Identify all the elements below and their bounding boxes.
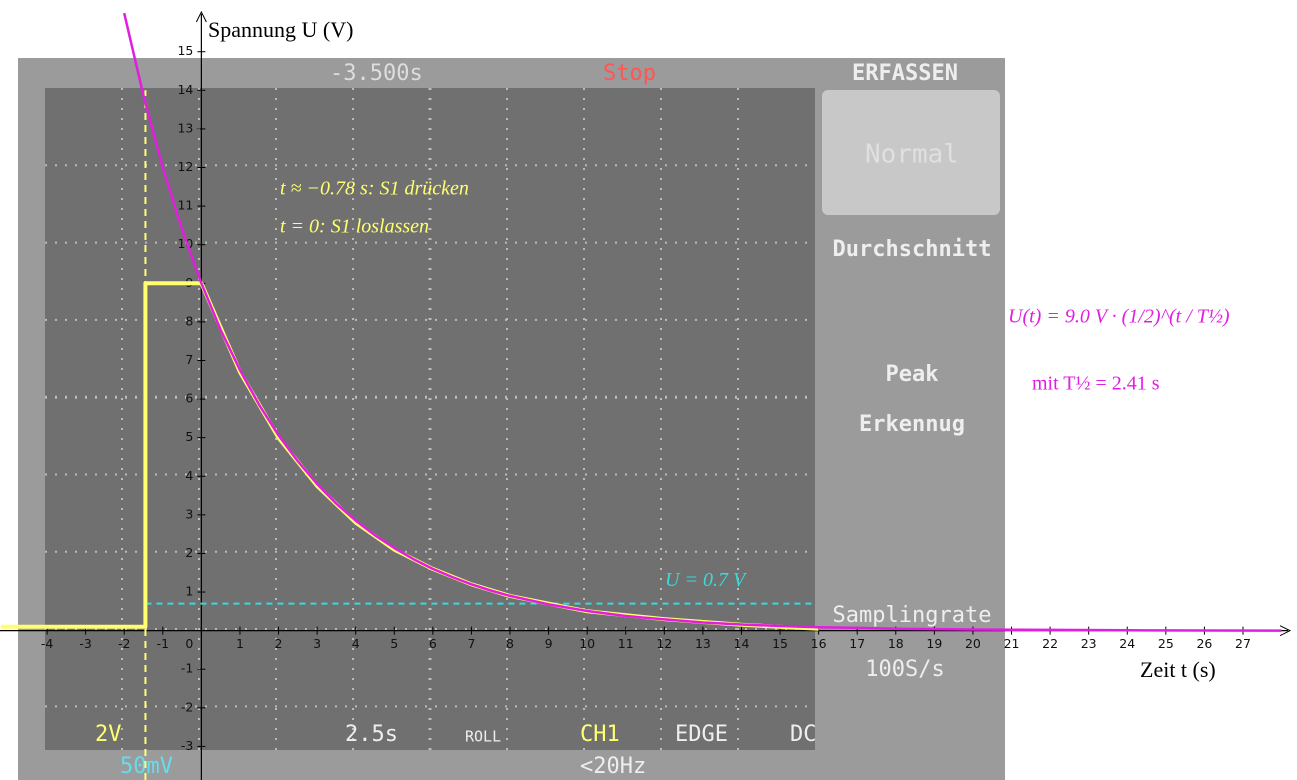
formula: U(t) = 9.0 V · (1/2)^(t / T½) — [1008, 306, 1230, 328]
x-tick-label: 16 — [811, 636, 827, 651]
scope-mode: ROLL — [465, 728, 501, 746]
x-tick-label: -2 — [118, 636, 130, 651]
x-tick-label: 11 — [618, 636, 634, 651]
x-tick-label: 27 — [1235, 636, 1251, 651]
y-tick-label: 12 — [177, 159, 193, 174]
x-tick-label: 26 — [1196, 636, 1212, 651]
x-tick-label: -1 — [157, 636, 169, 651]
menu-item: Durchschnitt — [833, 237, 992, 262]
y-tick-label: 5 — [185, 429, 193, 444]
x-tick-label: 6 — [429, 636, 437, 651]
x-tick-label: 0 — [185, 636, 193, 651]
menu-item: 100S/s — [865, 657, 944, 682]
scope-edge: EDGE — [675, 722, 728, 747]
y-tick-label: -3 — [181, 738, 193, 753]
x-tick-label: 9 — [545, 636, 553, 651]
y-tick-label: -2 — [181, 699, 193, 714]
x-tick-label: 8 — [506, 636, 514, 651]
scope-ch1: 2V — [95, 722, 122, 747]
y-tick-label: 11 — [177, 198, 193, 213]
x-tick-label: 20 — [965, 636, 981, 651]
threshold-label: U = 0.7 V — [665, 569, 748, 591]
scope-trigger: CH1 — [580, 722, 620, 747]
y-axis-label: Spannung U (V) — [208, 17, 353, 42]
scope-ch2: 50mV — [120, 754, 173, 779]
x-tick-label: 15 — [772, 636, 788, 651]
menu-title: ERFASSEN — [852, 61, 958, 86]
y-tick-label: 15 — [177, 43, 193, 58]
x-tick-label: 14 — [734, 636, 750, 651]
y-tick-label: 1 — [185, 584, 193, 599]
x-tick-label: 19 — [926, 636, 942, 651]
y-tick-label: 8 — [185, 313, 193, 328]
x-tick-label: 23 — [1081, 636, 1097, 651]
x-tick-label: 4 — [352, 636, 360, 651]
x-tick-label: 24 — [1119, 636, 1135, 651]
annotation: t = 0: S1 loslassen — [280, 216, 429, 238]
menu-item: Peak — [886, 362, 939, 387]
x-tick-label: -4 — [41, 636, 54, 651]
x-tick-label: -3 — [79, 636, 91, 651]
x-tick-label: 3 — [313, 636, 321, 651]
menu-item: Samplingrate — [833, 603, 992, 628]
menu-item: Normal — [865, 140, 959, 170]
x-tick-label: 2 — [275, 636, 283, 651]
chart: -3.500s Stop ERFASSEN Normal Durchschnit… — [0, 0, 1297, 780]
x-tick-label: 17 — [849, 636, 865, 651]
formula-note: mit T½ = 2.41 s — [1032, 373, 1160, 395]
y-tick-label: 7 — [185, 352, 193, 367]
x-tick-label: 21 — [1004, 636, 1020, 651]
x-tick-label: 10 — [579, 636, 595, 651]
x-tick-label: 7 — [467, 636, 475, 651]
scope-status: Stop — [603, 61, 656, 86]
y-tick-label: 2 — [185, 545, 193, 560]
y-tick-label: 13 — [177, 120, 193, 135]
menu-item: Erkennug — [859, 412, 965, 437]
y-tick-label: -1 — [181, 661, 193, 676]
x-tick-label: 22 — [1042, 636, 1058, 651]
x-axis-label: Zeit t (s) — [1140, 657, 1216, 682]
annotation: t ≈ −0.78 s: S1 drücken — [280, 178, 469, 200]
scope-timebase: 2.5s — [345, 722, 398, 747]
x-tick-label: 5 — [390, 636, 398, 651]
y-tick-label: 14 — [177, 82, 193, 97]
scope-coupling: DC — [790, 722, 817, 747]
scope-time: -3.500s — [330, 61, 423, 86]
x-tick-label: 25 — [1158, 636, 1174, 651]
x-tick-label: 13 — [695, 636, 711, 651]
x-tick-label: 18 — [888, 636, 904, 651]
y-tick-label: 6 — [185, 391, 193, 406]
scope-filter: <20Hz — [580, 754, 646, 779]
y-tick-label: 3 — [185, 506, 193, 521]
x-tick-label: 12 — [656, 636, 672, 651]
y-tick-label: 4 — [185, 468, 193, 483]
x-tick-label: 1 — [236, 636, 244, 651]
